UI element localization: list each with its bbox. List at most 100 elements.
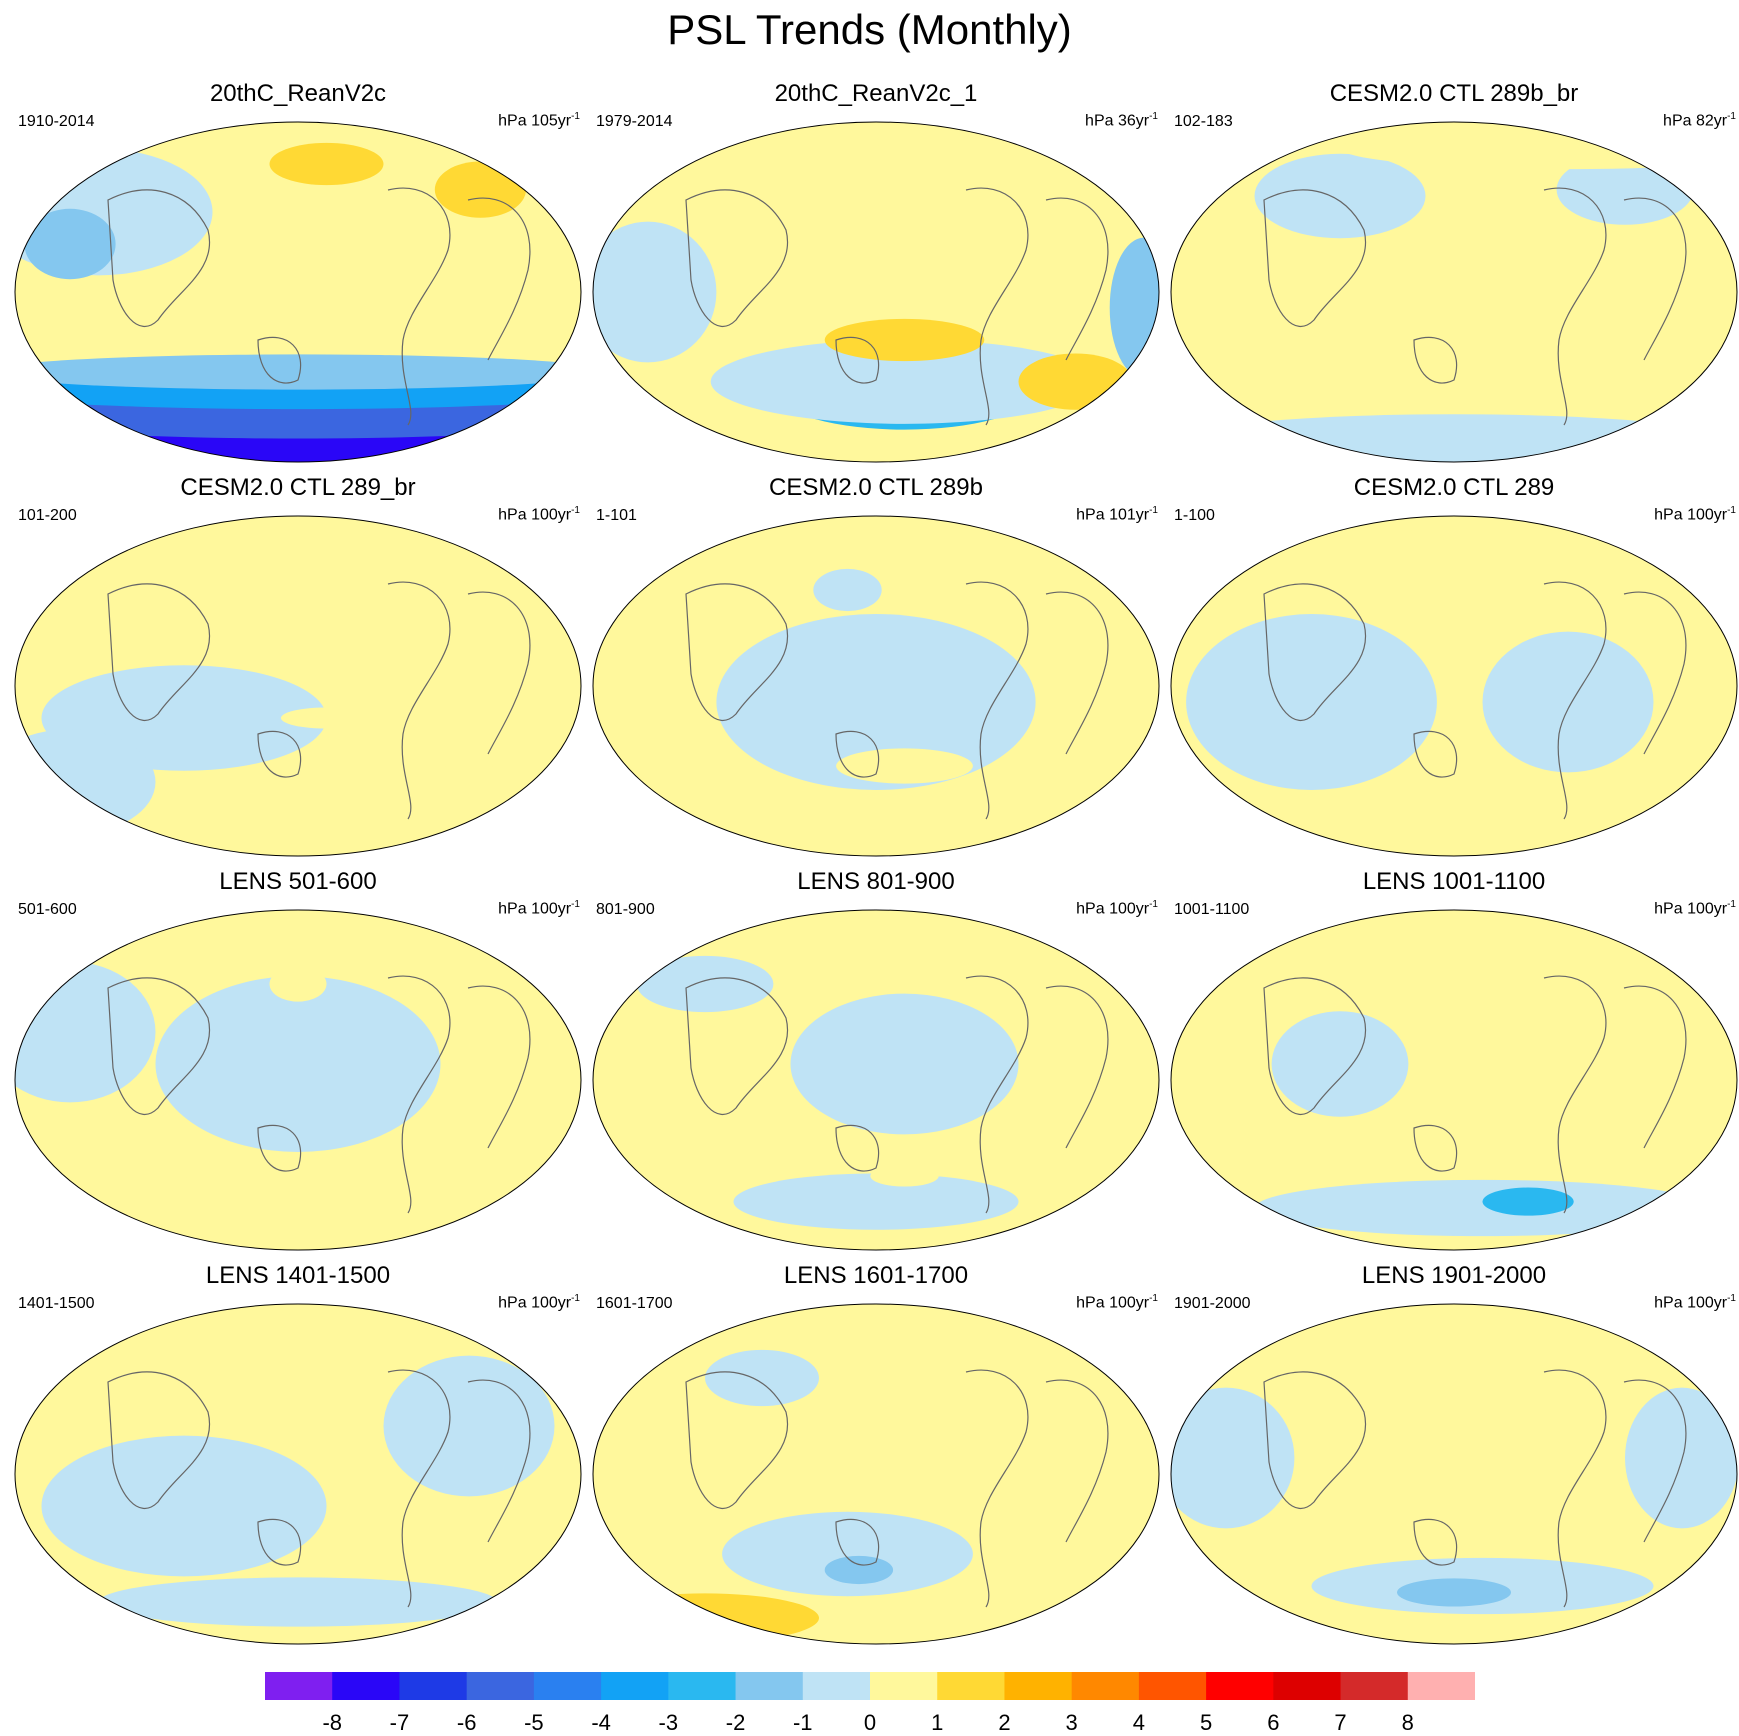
coastline	[965, 1369, 1029, 1608]
coastline	[387, 581, 451, 820]
trend-region	[722, 1511, 973, 1597]
map-svg	[14, 121, 582, 463]
trend-region	[440, 572, 498, 608]
trend-region	[1109, 237, 1159, 379]
trend-region	[593, 221, 717, 363]
trend-region	[440, 966, 498, 1002]
coastline	[835, 1518, 880, 1566]
trend-region	[1220, 1155, 1289, 1177]
coastline	[685, 977, 789, 1115]
colorbar-bin	[1138, 1672, 1207, 1700]
map-svg	[1170, 121, 1738, 463]
coastline	[965, 581, 1029, 820]
coastline	[257, 336, 302, 384]
panel-title: CESM2.0 CTL 289b_br	[1329, 80, 1579, 107]
trend-region	[280, 707, 373, 729]
panel-units: hPa 100yr-1	[498, 899, 580, 918]
coastline	[1543, 1369, 1607, 1608]
coastline	[1413, 336, 1458, 384]
panel-period: 1001-1100	[1174, 901, 1250, 918]
panel-units: hPa 100yr-1	[1654, 899, 1736, 918]
map-panel: 20thC_ReanV2c_1 1979-2014 hPa 36yr-1	[586, 80, 1166, 470]
coastline	[1543, 187, 1607, 426]
colorbar	[265, 1672, 1475, 1700]
panel-units: hPa 36yr-1	[1085, 111, 1158, 130]
trend-region	[870, 1165, 939, 1187]
trend-region	[1311, 524, 1426, 560]
trend-region	[434, 161, 526, 218]
colorbar-bin	[870, 1672, 938, 1700]
panel-period: 1401-1500	[18, 1295, 95, 1312]
colorbar-bin	[601, 1672, 669, 1700]
trend-region	[710, 339, 1099, 424]
colorbar-tick-label: -7	[389, 1710, 410, 1735]
colorbar-bin	[1071, 1672, 1140, 1700]
trend-region	[733, 1173, 1019, 1230]
coastline	[1623, 1379, 1687, 1543]
colorbar-bin	[1340, 1672, 1409, 1700]
map-panel: LENS 501-600 501-600 hPa 100yr-1	[8, 868, 588, 1258]
trend-region	[1482, 1187, 1574, 1216]
map-border	[592, 515, 1160, 857]
trend-region	[1596, 1155, 1654, 1177]
colorbar-bin	[1273, 1672, 1342, 1700]
map-panel: LENS 801-900 801-900 hPa 100yr-1	[586, 868, 1166, 1258]
map-panel: CESM2.0 CTL 289 1-100 hPa 100yr-1	[1164, 474, 1739, 864]
coastline	[965, 187, 1029, 426]
trend-region	[269, 966, 327, 1002]
map-border	[592, 909, 1160, 1251]
trend-region	[155, 976, 441, 1152]
map-panel: CESM2.0 CTL 289b_br 102-183 hPa 82yr-1	[1164, 80, 1739, 470]
coastline	[1413, 1518, 1458, 1566]
map-svg	[592, 1303, 1160, 1645]
coastline	[835, 336, 880, 384]
colorbar-bin	[533, 1672, 602, 1700]
panel-period: 801-900	[596, 901, 655, 918]
trend-region	[1397, 1578, 1511, 1607]
colorbar-tick-label: -1	[792, 1710, 813, 1735]
panel-title: 20thC_ReanV2c_1	[774, 80, 978, 107]
map-panel: CESM2.0 CTL 289b 1-101 hPa 101yr-1	[586, 474, 1166, 864]
map-panel: LENS 1601-1700 1601-1700 hPa 100yr-1	[586, 1262, 1166, 1652]
map-background	[15, 516, 581, 856]
coastline	[467, 197, 531, 361]
colorbar-bin	[332, 1672, 400, 1700]
colorbar-bin	[466, 1672, 535, 1700]
coastline	[1045, 985, 1109, 1149]
trend-region	[904, 540, 1019, 576]
coastline	[1543, 581, 1607, 820]
coastline	[257, 1124, 302, 1172]
trend-region	[1018, 353, 1133, 410]
map-border	[14, 1303, 582, 1645]
coastline	[1543, 975, 1607, 1214]
trend-region	[773, 176, 888, 248]
trend-region	[24, 208, 116, 280]
map-svg	[592, 909, 1160, 1251]
trend-region	[824, 318, 985, 362]
coastline	[1413, 1124, 1458, 1172]
trend-region	[1254, 1179, 1711, 1237]
coastline	[1623, 985, 1687, 1149]
map-svg	[1170, 515, 1738, 857]
panel-units: hPa 100yr-1	[498, 1293, 580, 1312]
trend-region	[1186, 614, 1437, 790]
trend-region	[35, 322, 127, 358]
panel-units: hPa 105yr-1	[498, 111, 580, 130]
coastline	[685, 189, 789, 327]
coastline	[387, 187, 451, 426]
colorbar-bin	[399, 1672, 468, 1700]
coastline	[257, 730, 302, 778]
panel-units: hPa 100yr-1	[1654, 1293, 1736, 1312]
colorbar-bin	[668, 1672, 737, 1700]
map-svg	[1170, 1303, 1738, 1645]
map-svg	[14, 909, 582, 1251]
trend-region	[235, 584, 304, 628]
coastline	[1413, 730, 1458, 778]
panel-period: 1-100	[1174, 507, 1215, 524]
colorbar-bin	[802, 1672, 871, 1700]
colorbar-tick-label: -2	[725, 1710, 746, 1735]
trend-region	[184, 1157, 412, 1208]
map-svg	[592, 515, 1160, 857]
trend-region	[716, 614, 1036, 790]
colorbar-bin	[265, 1672, 333, 1700]
